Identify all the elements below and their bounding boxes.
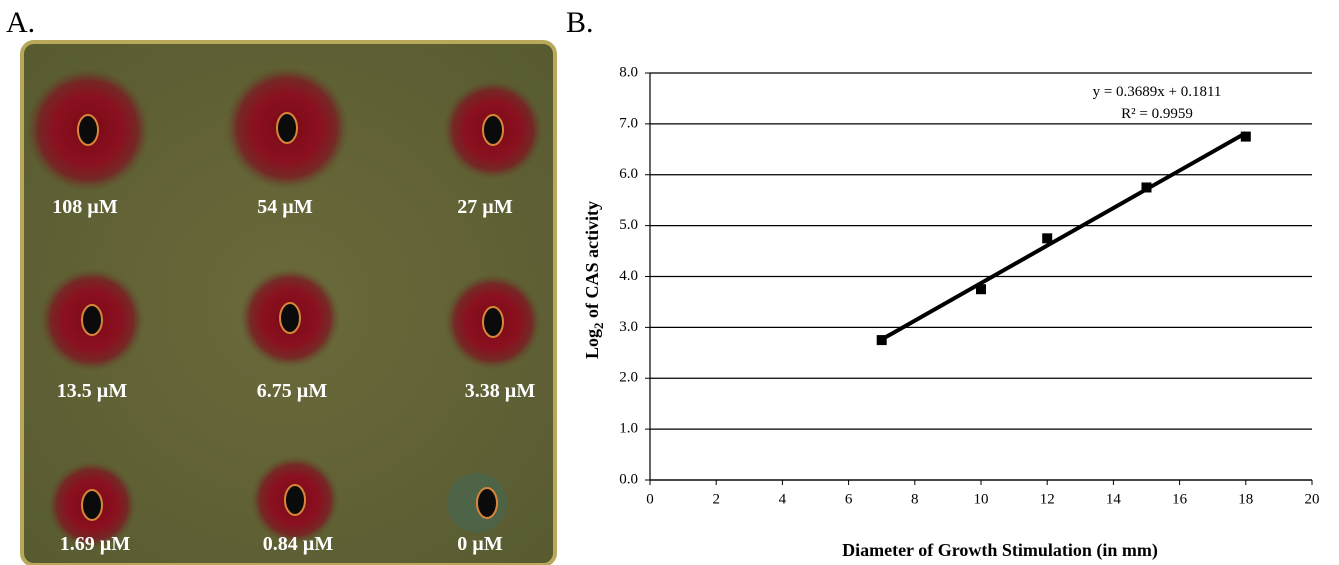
well bbox=[81, 304, 103, 336]
point bbox=[1042, 233, 1053, 244]
trend-line bbox=[880, 131, 1247, 342]
x-tick-label: 0 bbox=[646, 491, 654, 507]
plate-label: 3.38 µM bbox=[465, 380, 536, 402]
well bbox=[482, 114, 504, 146]
well bbox=[279, 302, 301, 334]
plate-label: 13.5 µM bbox=[57, 380, 128, 402]
y-tick-label: 1.0 bbox=[619, 421, 638, 437]
point bbox=[1141, 182, 1152, 193]
plate-label: 0 µM bbox=[457, 533, 503, 555]
panel-label: A. bbox=[6, 6, 35, 39]
plate-label: 108 µM bbox=[52, 196, 118, 218]
x-tick-label: 2 bbox=[712, 491, 720, 507]
well bbox=[284, 484, 306, 516]
point bbox=[876, 335, 887, 346]
x-tick-label: 12 bbox=[1040, 491, 1055, 507]
y-tick-label: 6.0 bbox=[619, 166, 638, 182]
x-tick-label: 18 bbox=[1238, 491, 1253, 507]
well bbox=[482, 306, 504, 338]
plate-label: 0.84 µM bbox=[263, 533, 334, 555]
y-tick-label: 7.0 bbox=[619, 115, 638, 131]
panel-label: B. bbox=[566, 6, 594, 39]
plate-label: 6.75 µM bbox=[257, 380, 328, 402]
x-tick-label: 6 bbox=[845, 491, 853, 507]
plate-photo bbox=[20, 40, 557, 565]
point bbox=[976, 284, 986, 295]
plate-rim bbox=[20, 40, 557, 565]
x-tick-label: 14 bbox=[1106, 491, 1122, 507]
well bbox=[276, 112, 298, 144]
r-squared: R² = 0.9959 bbox=[1121, 106, 1193, 122]
well bbox=[81, 489, 103, 521]
x-tick-label: 16 bbox=[1172, 491, 1188, 507]
well bbox=[476, 487, 498, 519]
point bbox=[1240, 131, 1251, 142]
y-label-rest: of CAS activity bbox=[582, 201, 602, 322]
trend-equation: y = 0.3689x + 0.1811 bbox=[1093, 84, 1222, 100]
y-label-text: Log bbox=[582, 329, 602, 359]
y-tick-label: 5.0 bbox=[619, 217, 638, 233]
plate-label: 54 µM bbox=[257, 196, 313, 218]
x-axis-label: Diameter of Growth Stimulation (in mm) bbox=[842, 540, 1158, 561]
x-tick-label: 4 bbox=[779, 491, 787, 507]
y-axis-label: Log2 of CAS activity bbox=[582, 201, 606, 359]
y-tick-label: 3.0 bbox=[619, 319, 638, 335]
y-tick-label: 0.0 bbox=[619, 471, 638, 487]
y-label-subscript: 2 bbox=[591, 322, 606, 329]
x-tick-label: 8 bbox=[911, 491, 919, 507]
x-tick-label: 20 bbox=[1305, 491, 1320, 507]
y-tick-label: 4.0 bbox=[619, 268, 638, 284]
well bbox=[77, 114, 99, 146]
plate-label: 27 µM bbox=[457, 196, 513, 218]
plate-label: 1.69 µM bbox=[60, 533, 131, 555]
y-tick-label: 2.0 bbox=[619, 370, 638, 386]
x-tick-label: 10 bbox=[974, 491, 989, 507]
y-tick-label: 8.0 bbox=[619, 64, 638, 80]
